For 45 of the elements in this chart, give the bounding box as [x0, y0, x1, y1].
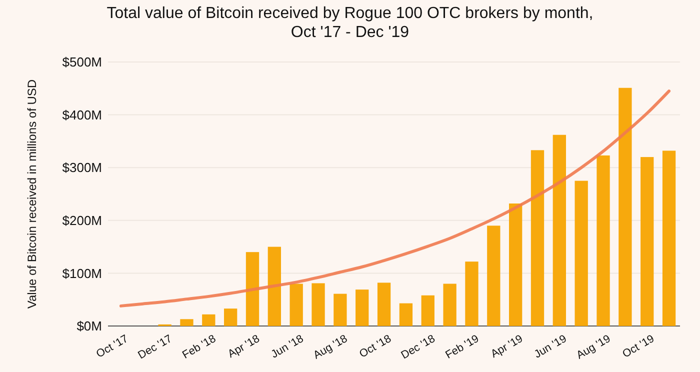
bar — [574, 180, 588, 326]
x-tick-label: Aug '18 — [312, 332, 350, 362]
bar — [487, 226, 500, 326]
chart-title: Total value of Bitcoin received by Rogue 100 OTC brokers by month, Oct '17 - Dec '19 — [106, 5, 594, 41]
bar — [465, 262, 478, 326]
x-tick-label: Feb '19 — [444, 332, 482, 362]
y-tick-label: $0M — [76, 318, 102, 334]
bar — [443, 284, 456, 326]
bar — [202, 314, 216, 326]
bar — [180, 319, 194, 326]
x-tick-label: Oct '17 — [94, 332, 130, 361]
bar — [290, 284, 303, 326]
y-tick-label: $100M — [62, 266, 102, 281]
x-tick-label: Dec '18 — [399, 332, 438, 362]
bar — [268, 246, 281, 326]
bar — [377, 282, 391, 326]
bar — [312, 283, 325, 326]
bar — [662, 150, 676, 326]
x-tick-label: Aug '19 — [574, 332, 613, 362]
bar — [509, 204, 522, 326]
x-tick-label: Dec '17 — [136, 332, 174, 362]
bar — [356, 290, 369, 326]
x-tick-label: Oct '19 — [620, 332, 656, 361]
y-tick-label: $200M — [62, 212, 102, 228]
bar — [224, 308, 238, 326]
x-tick-label: Apr '19 — [489, 332, 525, 361]
bar — [530, 150, 544, 326]
bar — [334, 294, 347, 326]
x-tick-label: Jun '18 — [269, 332, 306, 361]
x-tick-label: Oct '18 — [357, 332, 394, 361]
bar — [399, 303, 413, 326]
bar — [640, 157, 654, 326]
bar — [421, 295, 434, 326]
x-tick-label: Feb '18 — [180, 332, 218, 362]
bar — [618, 88, 632, 326]
bar — [552, 134, 566, 326]
y-tick-label: $400M — [62, 107, 102, 122]
y-axis-title: Value of Bitcoin received in millions of USD — [25, 79, 39, 309]
x-tick-label: Apr '18 — [226, 332, 262, 361]
x-tick-label: Jun '19 — [532, 332, 569, 361]
bar — [246, 252, 260, 326]
y-tick-label: $500M — [62, 54, 102, 70]
bar — [596, 155, 610, 326]
y-tick-label: $300M — [62, 160, 102, 176]
line-series — [119, 90, 671, 308]
